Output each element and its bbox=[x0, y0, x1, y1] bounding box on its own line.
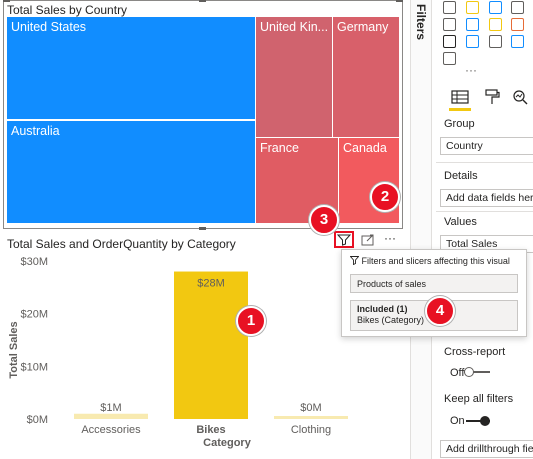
bar-clothing[interactable] bbox=[274, 416, 348, 419]
details-drop-zone[interactable]: Add data fields here bbox=[440, 189, 533, 207]
treemap-tile-germany[interactable]: Germany bbox=[333, 17, 399, 137]
y-tick-label: $20M bbox=[20, 309, 48, 321]
tile-label: United Kin... bbox=[260, 20, 329, 34]
details-well-label: Details bbox=[444, 170, 478, 182]
cross-report-toggle[interactable] bbox=[464, 371, 490, 373]
cross-report-toggle-knob[interactable] bbox=[464, 367, 474, 377]
treemap-title: Total Sales by Country bbox=[7, 3, 128, 17]
treemap-visual[interactable]: Total Sales by Country United States Aus… bbox=[3, 0, 403, 230]
active-tab-indicator bbox=[449, 108, 471, 111]
tile-label: Germany bbox=[337, 20, 389, 34]
keep-all-filters-toggle-knob[interactable] bbox=[480, 416, 490, 426]
divider bbox=[436, 211, 533, 212]
data-label: $1M bbox=[100, 402, 121, 414]
callout-badge-1: 1 bbox=[236, 306, 266, 336]
x-tick-label: Accessories bbox=[81, 424, 141, 436]
visual-type-icon[interactable] bbox=[443, 18, 456, 31]
visual-type-icon[interactable] bbox=[511, 18, 524, 31]
popup-header-text: Filters and slicers affecting this visua… bbox=[361, 256, 510, 266]
y-tick-label: $30M bbox=[20, 256, 48, 268]
resize-handle-top[interactable] bbox=[199, 0, 206, 2]
tile-label: United States bbox=[11, 20, 87, 34]
treemap-tile-australia[interactable]: Australia bbox=[7, 121, 255, 223]
bar-chart-title: Total Sales and OrderQuantity by Categor… bbox=[7, 237, 236, 251]
keep-all-filters-state: On bbox=[450, 415, 465, 427]
resize-handle-topleft[interactable] bbox=[3, 0, 10, 2]
filter-card-value: Bikes (Category) bbox=[357, 315, 425, 325]
more-options-button[interactable]: ··· bbox=[384, 231, 396, 245]
callout-badge-3: 3 bbox=[309, 205, 339, 235]
visual-type-icon[interactable] bbox=[466, 18, 479, 31]
treemap-tile-united-states[interactable]: United States bbox=[7, 17, 255, 119]
visual-type-icon[interactable] bbox=[443, 1, 456, 14]
analytics-magnifier-icon[interactable] bbox=[512, 89, 529, 105]
treemap-tile-united-kingdom[interactable]: United Kin... bbox=[256, 17, 332, 137]
tile-label: Canada bbox=[343, 141, 387, 155]
cross-report-state: Off bbox=[450, 367, 465, 379]
popup-header: Filters and slicers affecting this visua… bbox=[349, 256, 510, 266]
x-tick-label: Bikes bbox=[196, 424, 225, 436]
filters-pane-collapsed[interactable] bbox=[410, 0, 432, 459]
x-tick-label: Clothing bbox=[291, 424, 331, 436]
group-field-country[interactable]: Country bbox=[440, 137, 533, 155]
visual-type-icon[interactable] bbox=[511, 35, 524, 48]
visual-type-icon[interactable] bbox=[489, 18, 502, 31]
values-well-label: Values bbox=[444, 216, 477, 228]
y-tick-label: $0M bbox=[27, 414, 48, 426]
filters-pane-label[interactable]: Filters bbox=[414, 4, 428, 41]
bar-chart-visual[interactable]: Total Sales and OrderQuantity by Categor… bbox=[3, 231, 403, 459]
data-label: $28M bbox=[197, 278, 225, 290]
visual-type-icon[interactable] bbox=[443, 52, 456, 65]
cross-report-label: Cross-report bbox=[444, 346, 506, 358]
bar-accessories[interactable] bbox=[74, 413, 148, 419]
visual-type-icon[interactable] bbox=[489, 35, 502, 48]
visual-type-icon[interactable] bbox=[489, 1, 502, 14]
resize-handle-topright[interactable] bbox=[396, 0, 403, 2]
y-tick-label: $10M bbox=[20, 361, 48, 373]
callout-badge-2: 2 bbox=[370, 182, 400, 212]
tile-label: Australia bbox=[11, 124, 60, 138]
keep-all-filters-label: Keep all filters bbox=[444, 393, 514, 405]
filter-icon-button[interactable] bbox=[334, 231, 354, 248]
more-visuals-button[interactable]: ··· bbox=[465, 63, 477, 77]
drillthrough-drop-zone[interactable]: Add drillthrough field bbox=[440, 440, 533, 458]
filter-card-title: Included (1) bbox=[357, 304, 408, 314]
filter-icon bbox=[349, 256, 360, 266]
visual-type-icon[interactable] bbox=[466, 1, 479, 14]
fields-tab-icon[interactable] bbox=[451, 89, 469, 105]
format-paint-roller-icon[interactable] bbox=[484, 89, 500, 105]
focus-mode-icon[interactable] bbox=[361, 233, 375, 247]
visual-type-icon[interactable] bbox=[466, 35, 479, 48]
filter-icon bbox=[336, 234, 352, 246]
values-field-total-sales[interactable]: Total Sales bbox=[440, 235, 533, 253]
callout-badge-4: 4 bbox=[425, 296, 455, 326]
resize-handle-bottom[interactable] bbox=[199, 227, 206, 230]
divider bbox=[436, 162, 533, 163]
bar-chart-plot: Total Sales $0M $10M $20M $30M $1M $28M $0M A… bbox=[8, 256, 348, 449]
y-axis-title: Total Sales bbox=[8, 321, 20, 378]
data-label: $0M bbox=[300, 402, 321, 414]
visual-type-icon[interactable] bbox=[443, 35, 456, 48]
filter-card-products-of-sales[interactable]: Products of sales bbox=[350, 274, 518, 293]
group-well-label: Group bbox=[444, 118, 475, 130]
bar-bikes[interactable] bbox=[174, 271, 248, 419]
keep-all-filters-toggle[interactable] bbox=[466, 420, 490, 422]
visual-type-icon[interactable] bbox=[511, 1, 524, 14]
x-axis-title: Category bbox=[203, 437, 252, 449]
tile-label: France bbox=[260, 141, 299, 155]
